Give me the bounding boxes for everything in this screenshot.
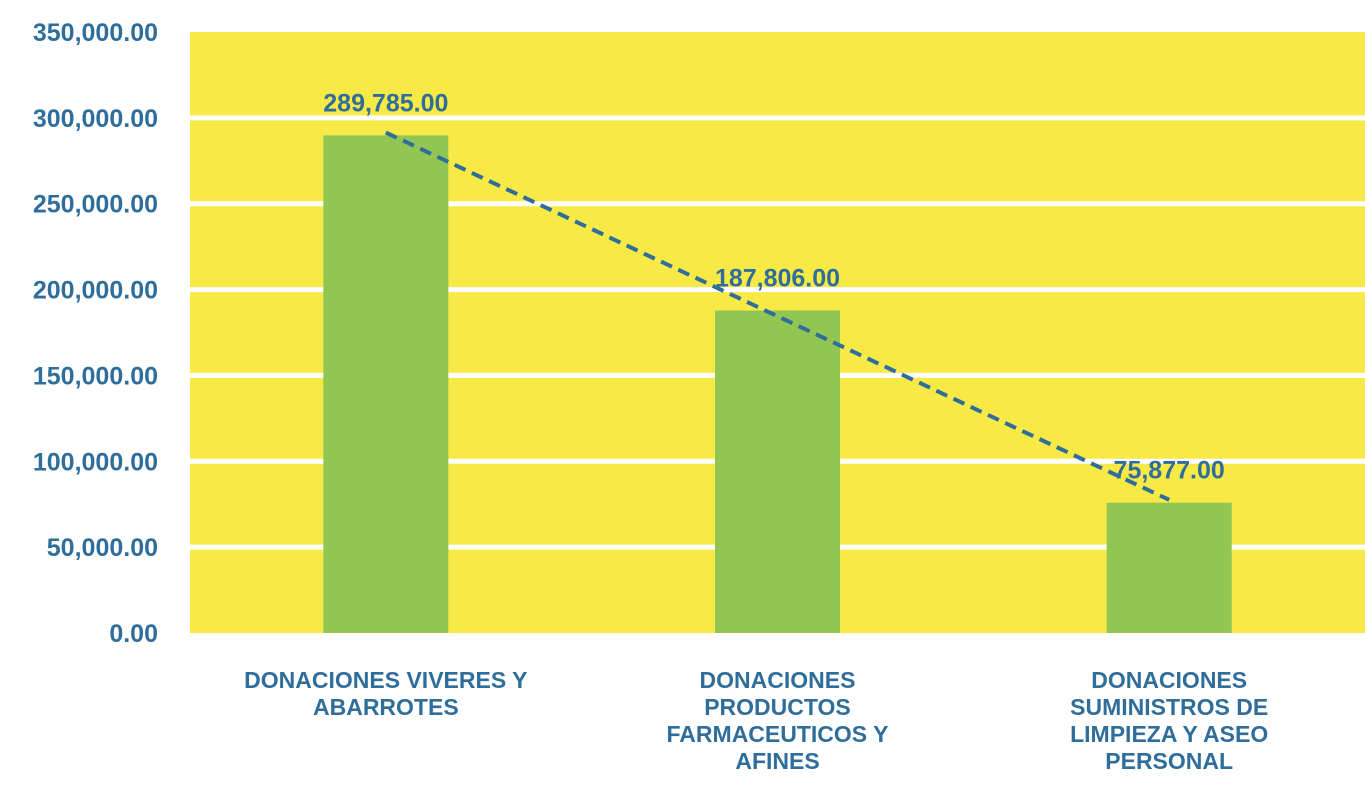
category-label: DONACIONES VIVERES Y ABARROTES bbox=[244, 667, 527, 720]
y-tick-label: 0.00 bbox=[109, 620, 158, 648]
bar bbox=[715, 310, 840, 633]
bars bbox=[323, 135, 1232, 633]
y-axis-tick-labels: 0.00 50,000.00 100,000.00 150,000.00 200,000… bbox=[33, 19, 158, 648]
bar bbox=[1106, 502, 1232, 633]
y-tick-label: 350,000.00 bbox=[33, 19, 158, 47]
y-tick-label: 200,000.00 bbox=[33, 277, 158, 305]
bar bbox=[323, 135, 449, 633]
y-tick-label: 50,000.00 bbox=[47, 534, 158, 562]
data-labels: 289,785.00 187,806.00 75,877.00 bbox=[323, 89, 1225, 484]
trendline bbox=[384, 130, 1171, 502]
data-label: 75,877.00 bbox=[1114, 457, 1225, 485]
y-tick-label: 300,000.00 bbox=[33, 105, 158, 133]
data-label: 187,806.00 bbox=[715, 265, 840, 293]
category-label: DONACIONES SUMINISTROS DE LIMPIEZA Y ASEO P… bbox=[1070, 667, 1268, 774]
data-label: 289,785.00 bbox=[323, 89, 448, 117]
y-tick-label: 100,000.00 bbox=[33, 448, 158, 476]
y-tick-label: 250,000.00 bbox=[33, 191, 158, 219]
category-labels: DONACIONES VIVERES Y ABARROTES DONACIONES P… bbox=[244, 667, 1268, 774]
y-tick-label: 150,000.00 bbox=[33, 362, 158, 390]
category-label: DONACIONES PRODUCTOS FARMACEUTICOS Y AFINES bbox=[667, 667, 889, 774]
